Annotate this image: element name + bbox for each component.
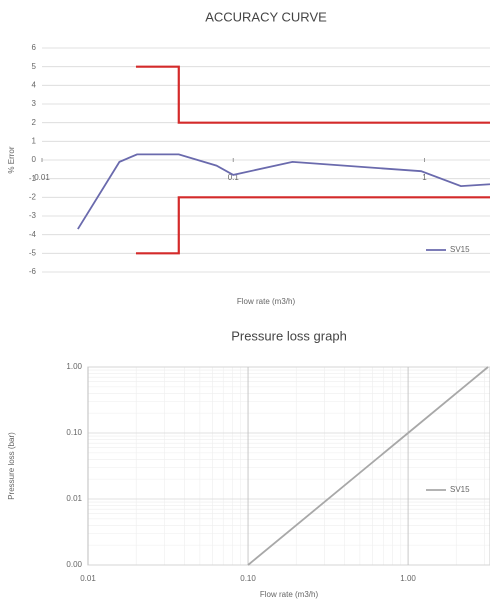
y-tick-label: 0.00: [66, 560, 82, 569]
plot-frame: [87, 366, 490, 566]
y-tick-label: -1: [29, 174, 37, 183]
y-tick-label: 0.01: [66, 494, 82, 503]
y-tick-label: 3: [32, 99, 37, 108]
legend-label: SV15: [450, 245, 470, 254]
series-line: [135, 196, 490, 255]
y-tick-label: 1.00: [66, 362, 82, 371]
y-tick-label: 1: [32, 136, 37, 145]
x-tick-label: 0.01: [34, 173, 50, 182]
y-tick-label: 6: [32, 43, 37, 52]
y-tick-label: -5: [29, 248, 37, 257]
x-tick-label: 1: [422, 173, 427, 182]
x-tick-label: 0.10: [240, 574, 256, 583]
x-axis-label: Flow rate (m3/h): [260, 590, 319, 599]
y-axis-label: % Error: [7, 146, 16, 173]
y-tick-label: 0: [32, 155, 37, 164]
x-tick-label: 0.01: [80, 574, 96, 583]
y-tick-label: -4: [29, 230, 37, 239]
legend-label: SV15: [450, 485, 470, 494]
series-line: [135, 65, 490, 124]
x-tick-label: 1.00: [400, 574, 416, 583]
y-tick-label: -6: [29, 267, 37, 276]
y-tick-label: 4: [32, 80, 37, 89]
y-axis-label: Pressure loss (bar): [7, 432, 16, 500]
chart-title: Pressure loss graph: [231, 328, 347, 343]
x-tick-label: 0.1: [228, 173, 240, 182]
series-line: [77, 153, 490, 230]
y-tick-label: 5: [32, 62, 37, 71]
y-tick-label: -2: [29, 192, 37, 201]
y-tick-label: 2: [32, 118, 37, 127]
x-axis-label: Flow rate (m3/h): [237, 297, 296, 306]
series-line: [247, 366, 489, 566]
y-tick-label: -3: [29, 211, 37, 220]
chart-title: ACCURACY CURVE: [205, 9, 327, 24]
y-tick-label: 0.10: [66, 428, 82, 437]
